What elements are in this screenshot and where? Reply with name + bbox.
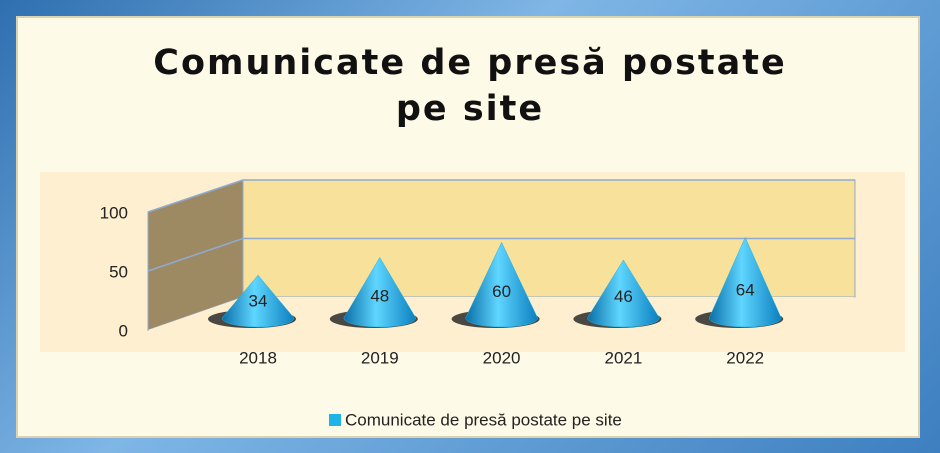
data-label: 48 <box>370 286 389 305</box>
cone <box>221 274 295 328</box>
data-label: 34 <box>249 292 268 311</box>
x-tick-label: 2021 <box>604 348 642 367</box>
cone <box>587 259 660 328</box>
cone <box>708 236 782 328</box>
x-tick-label: 2020 <box>483 348 521 367</box>
data-label: 64 <box>736 280 755 299</box>
grid-line <box>147 179 244 213</box>
y-tick-label: 50 <box>109 262 128 281</box>
cone <box>465 241 538 328</box>
data-label: 46 <box>614 287 633 306</box>
y-tick-label: 100 <box>100 203 128 222</box>
y-tick-label: 0 <box>119 321 128 340</box>
legend-label: Comunicate de presă postate pe site <box>345 410 622 429</box>
x-tick-label: 2018 <box>239 348 277 367</box>
x-tick-label: 2019 <box>361 348 399 367</box>
chart-title: Comunicate de presă postate pe site <box>153 43 787 129</box>
data-label: 60 <box>492 282 511 301</box>
legend-swatch <box>329 414 341 426</box>
grid-line <box>147 237 244 272</box>
x-tick-label: 2022 <box>726 348 764 367</box>
cone <box>343 257 417 328</box>
